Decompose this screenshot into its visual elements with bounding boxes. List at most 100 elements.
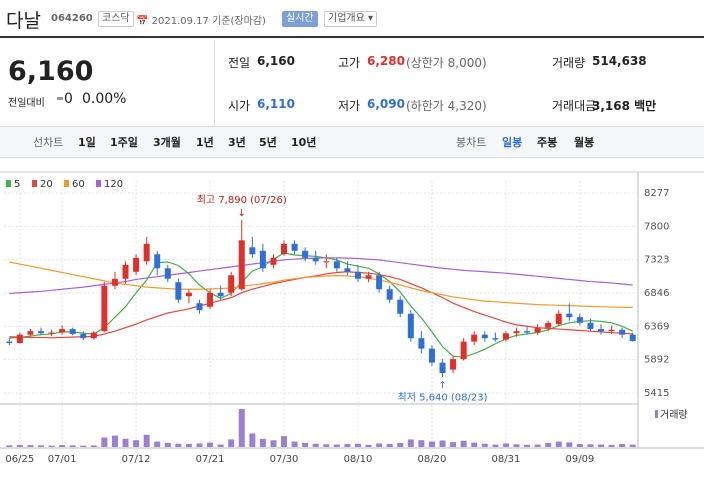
stat-value: 6,280 xyxy=(367,54,405,68)
x-tick-label: 08/10 xyxy=(344,454,373,465)
stat-label: 고가 xyxy=(338,56,361,70)
volume-bar xyxy=(502,443,509,447)
tab[interactable]: 1주일 xyxy=(110,136,138,149)
candle-body xyxy=(428,348,435,363)
stat-label: 시가 xyxy=(228,99,251,113)
volume-bar xyxy=(164,442,171,447)
candle-body xyxy=(281,243,288,255)
divider xyxy=(0,36,704,38)
tab[interactable]: 5년 xyxy=(259,136,277,149)
volume-bar xyxy=(576,444,583,447)
volume-bar xyxy=(365,444,372,447)
candle-body xyxy=(196,303,203,311)
stat-label: 저가 xyxy=(338,99,361,113)
volume-bar xyxy=(291,441,298,447)
stat-label: 거래대금 xyxy=(552,99,597,113)
candle-body xyxy=(619,329,626,335)
candle-body xyxy=(312,257,319,262)
candle-body xyxy=(175,282,182,300)
volume-bar xyxy=(185,444,192,447)
market-badge: 코스닥 xyxy=(98,11,134,27)
volume-bar xyxy=(534,444,541,447)
stat-label: 전일 xyxy=(228,56,251,70)
company-text: 기업개요 xyxy=(328,13,365,24)
volume-bar xyxy=(259,438,266,447)
volume-bar xyxy=(460,440,467,447)
candle-body xyxy=(122,264,129,279)
tab[interactable]: 일봉 xyxy=(502,136,523,149)
x-tick-label: 07/12 xyxy=(122,454,151,465)
arrow: ↑ xyxy=(438,380,446,391)
candle-body xyxy=(386,289,393,300)
candle-body xyxy=(249,247,256,255)
volume-bar xyxy=(238,409,245,447)
stat-value: 3,168 백만 xyxy=(592,99,657,113)
candle-body xyxy=(302,250,309,258)
candle-body xyxy=(154,254,161,269)
divider xyxy=(214,40,215,126)
tab[interactable]: 주봉 xyxy=(537,136,558,149)
volume-bar xyxy=(101,437,108,447)
volume-bar xyxy=(16,444,23,447)
volume-bar xyxy=(598,444,605,447)
high-label: 최고 7,890 (07/26) xyxy=(197,194,287,206)
tab[interactable]: 1일 xyxy=(78,136,96,149)
volume-bar xyxy=(59,445,66,447)
change-pct: 0.00% xyxy=(82,91,127,107)
candle-body xyxy=(238,240,245,290)
price: 6,160 xyxy=(8,56,94,87)
volume-bar xyxy=(154,441,161,447)
candle-body xyxy=(259,250,266,269)
volume-bar xyxy=(270,440,277,447)
flat-icon xyxy=(57,97,63,100)
candle-body xyxy=(323,261,330,263)
volume-bar xyxy=(122,438,129,447)
candle-body xyxy=(576,317,583,323)
candle-body xyxy=(291,243,298,251)
candle-body xyxy=(164,268,171,279)
tab-bar xyxy=(0,126,704,158)
realtime-button[interactable]: 실시간 xyxy=(282,11,318,27)
stat-label: 거래량 xyxy=(552,56,586,70)
y-tick-label: 5892 xyxy=(644,355,669,366)
candle-body xyxy=(37,331,44,334)
stat-value: 6,110 xyxy=(257,97,295,111)
stat-value: 6,090 xyxy=(367,97,405,111)
tab[interactable]: 10년 xyxy=(291,136,317,149)
volume-bar xyxy=(175,443,182,447)
y-tick-label: 6846 xyxy=(644,288,669,299)
candle-body xyxy=(217,292,224,297)
volume-bar xyxy=(143,434,150,447)
legend-swatch xyxy=(6,180,11,187)
y-tick-label: 7323 xyxy=(644,255,669,266)
candle-body xyxy=(90,332,97,339)
candle-body xyxy=(545,322,552,328)
volume-bar xyxy=(323,444,330,447)
candle-body xyxy=(69,329,76,334)
stat-value: 6,160 xyxy=(257,54,295,68)
x-tick-label: 08/20 xyxy=(418,454,447,465)
candle-body xyxy=(524,331,531,333)
candle-body xyxy=(460,341,467,360)
volume-bar xyxy=(386,444,393,447)
tab[interactable]: 월봉 xyxy=(574,136,595,149)
candle-body xyxy=(502,333,509,340)
legend-label: 5 xyxy=(14,179,20,190)
company-dropdown[interactable]: 기업개요 ▾ xyxy=(324,11,378,27)
low-label: 최저 5,640 (08/23) xyxy=(398,391,488,403)
tab[interactable]: 3년 xyxy=(228,136,246,149)
candle-body xyxy=(6,341,13,344)
x-tick-label: 09/09 xyxy=(565,454,594,465)
tab[interactable]: 3개월 xyxy=(153,136,181,149)
volume-bar xyxy=(481,443,488,447)
candle-body xyxy=(101,285,108,332)
volume-label: 거래량 xyxy=(660,409,688,421)
candle-body xyxy=(365,275,372,279)
tab[interactable]: 1년 xyxy=(196,136,214,149)
change-label: 전일대비 xyxy=(8,98,45,109)
candle-body xyxy=(333,261,340,269)
candle-body xyxy=(587,322,594,330)
candle-body xyxy=(629,334,636,341)
volume-bar xyxy=(513,444,520,447)
